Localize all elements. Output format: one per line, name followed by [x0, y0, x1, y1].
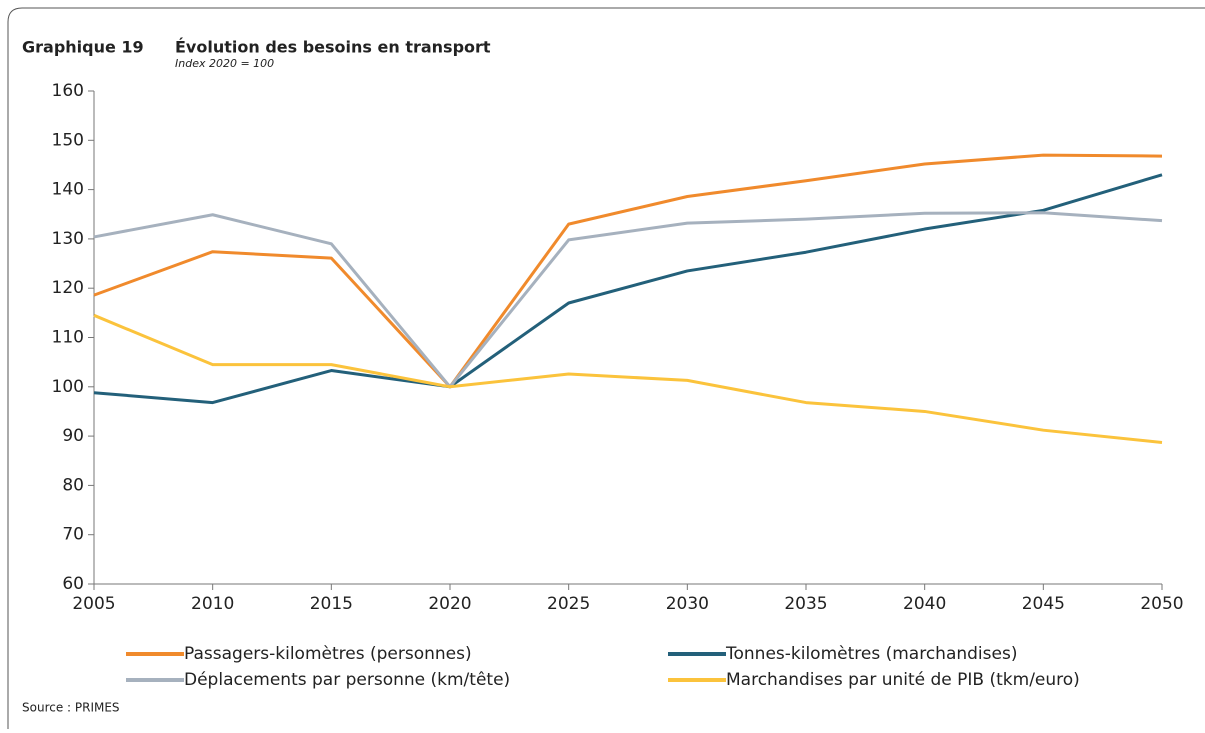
x-tick-label: 2035: [784, 594, 827, 614]
series-line: [93, 153, 1163, 389]
x-tick-label: 2025: [547, 594, 590, 614]
x-tick-label: 2030: [666, 594, 709, 614]
x-tick-label: 2050: [1140, 594, 1183, 614]
chart-subtitle: Index 2020 = 100: [175, 57, 274, 70]
y-tick-label: 100: [52, 377, 84, 397]
x-tick-label: 2045: [1022, 594, 1065, 614]
y-tick-label: 60: [62, 574, 84, 594]
series-line: [93, 313, 1163, 445]
x-tick-label: 2040: [903, 594, 946, 614]
legend-label: Passagers-kilomètres (personnes): [184, 644, 472, 664]
y-tick-label: 70: [62, 525, 84, 545]
series-line: [93, 173, 1163, 405]
source: Source : PRIMES: [22, 701, 120, 715]
chart-label: Graphique 19: [22, 38, 144, 57]
frame: [7, 7, 1205, 729]
y-tick-label: 110: [52, 328, 84, 348]
x-tick-label: 2020: [428, 594, 471, 614]
y-tick-label: 130: [52, 229, 84, 249]
x-tick-label: 2015: [310, 594, 353, 614]
legend-label: Déplacements par personne (km/tête): [184, 670, 510, 690]
y-tick-label: 80: [62, 475, 84, 495]
y-tick-label: 160: [52, 81, 84, 101]
x-tick-label: 2005: [72, 594, 115, 614]
x-tick-label: 2010: [191, 594, 234, 614]
legend-label: Tonnes-kilomètres (marchandises): [725, 644, 1017, 664]
chart-title: Évolution des besoins en transport: [175, 38, 491, 57]
series-line: [93, 211, 1163, 389]
y-tick-label: 90: [62, 426, 84, 446]
y-tick-label: 150: [52, 130, 84, 150]
y-tick-label: 120: [52, 278, 84, 298]
legend-label: Marchandises par unité de PIB (tkm/euro): [726, 670, 1080, 690]
y-tick-label: 140: [52, 180, 84, 200]
